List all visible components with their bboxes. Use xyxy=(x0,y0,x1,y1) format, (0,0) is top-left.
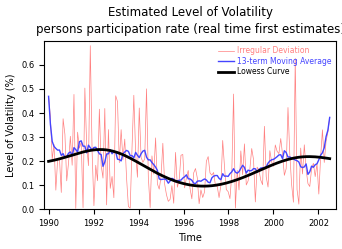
13-term Moving Average xyxy=(162,178,167,181)
Legend: Irregular Deviation, 13-term Moving Average, Lowess Curve: Irregular Deviation, 13-term Moving Aver… xyxy=(217,45,333,78)
Lowess Curve xyxy=(244,175,248,178)
Lowess Curve xyxy=(97,148,102,151)
Lowess Curve xyxy=(201,185,205,188)
Irregular Deviation xyxy=(328,116,332,119)
Irregular Deviation xyxy=(88,44,92,47)
13-term Moving Average xyxy=(215,174,219,177)
Lowess Curve xyxy=(277,161,281,164)
Irregular Deviation xyxy=(74,207,78,210)
Lowess Curve xyxy=(47,160,51,163)
Lowess Curve xyxy=(328,157,332,160)
Line: Lowess Curve: Lowess Curve xyxy=(49,150,330,186)
Lowess Curve xyxy=(165,176,169,179)
Title: Estimated Level of Volatility
persons participation rate (real time first estima: Estimated Level of Volatility persons pa… xyxy=(36,5,342,36)
13-term Moving Average xyxy=(242,166,247,169)
13-term Moving Average xyxy=(194,182,198,185)
Irregular Deviation xyxy=(155,183,159,186)
Lowess Curve xyxy=(119,152,123,155)
13-term Moving Average xyxy=(117,158,121,161)
13-term Moving Average xyxy=(275,155,279,158)
Line: 13-term Moving Average: 13-term Moving Average xyxy=(49,96,330,184)
13-term Moving Average xyxy=(328,116,332,119)
Irregular Deviation xyxy=(277,152,281,155)
13-term Moving Average xyxy=(47,95,51,98)
13-term Moving Average xyxy=(152,163,156,166)
Lowess Curve xyxy=(217,183,221,186)
Irregular Deviation xyxy=(166,200,170,203)
Irregular Deviation xyxy=(217,196,221,199)
Lowess Curve xyxy=(154,171,158,174)
Y-axis label: Level of Volatility (%): Level of Volatility (%) xyxy=(5,73,15,177)
Irregular Deviation xyxy=(47,95,51,98)
Irregular Deviation xyxy=(244,184,248,187)
Irregular Deviation xyxy=(121,158,125,161)
Line: Irregular Deviation: Irregular Deviation xyxy=(49,46,330,208)
X-axis label: Time: Time xyxy=(178,234,202,244)
